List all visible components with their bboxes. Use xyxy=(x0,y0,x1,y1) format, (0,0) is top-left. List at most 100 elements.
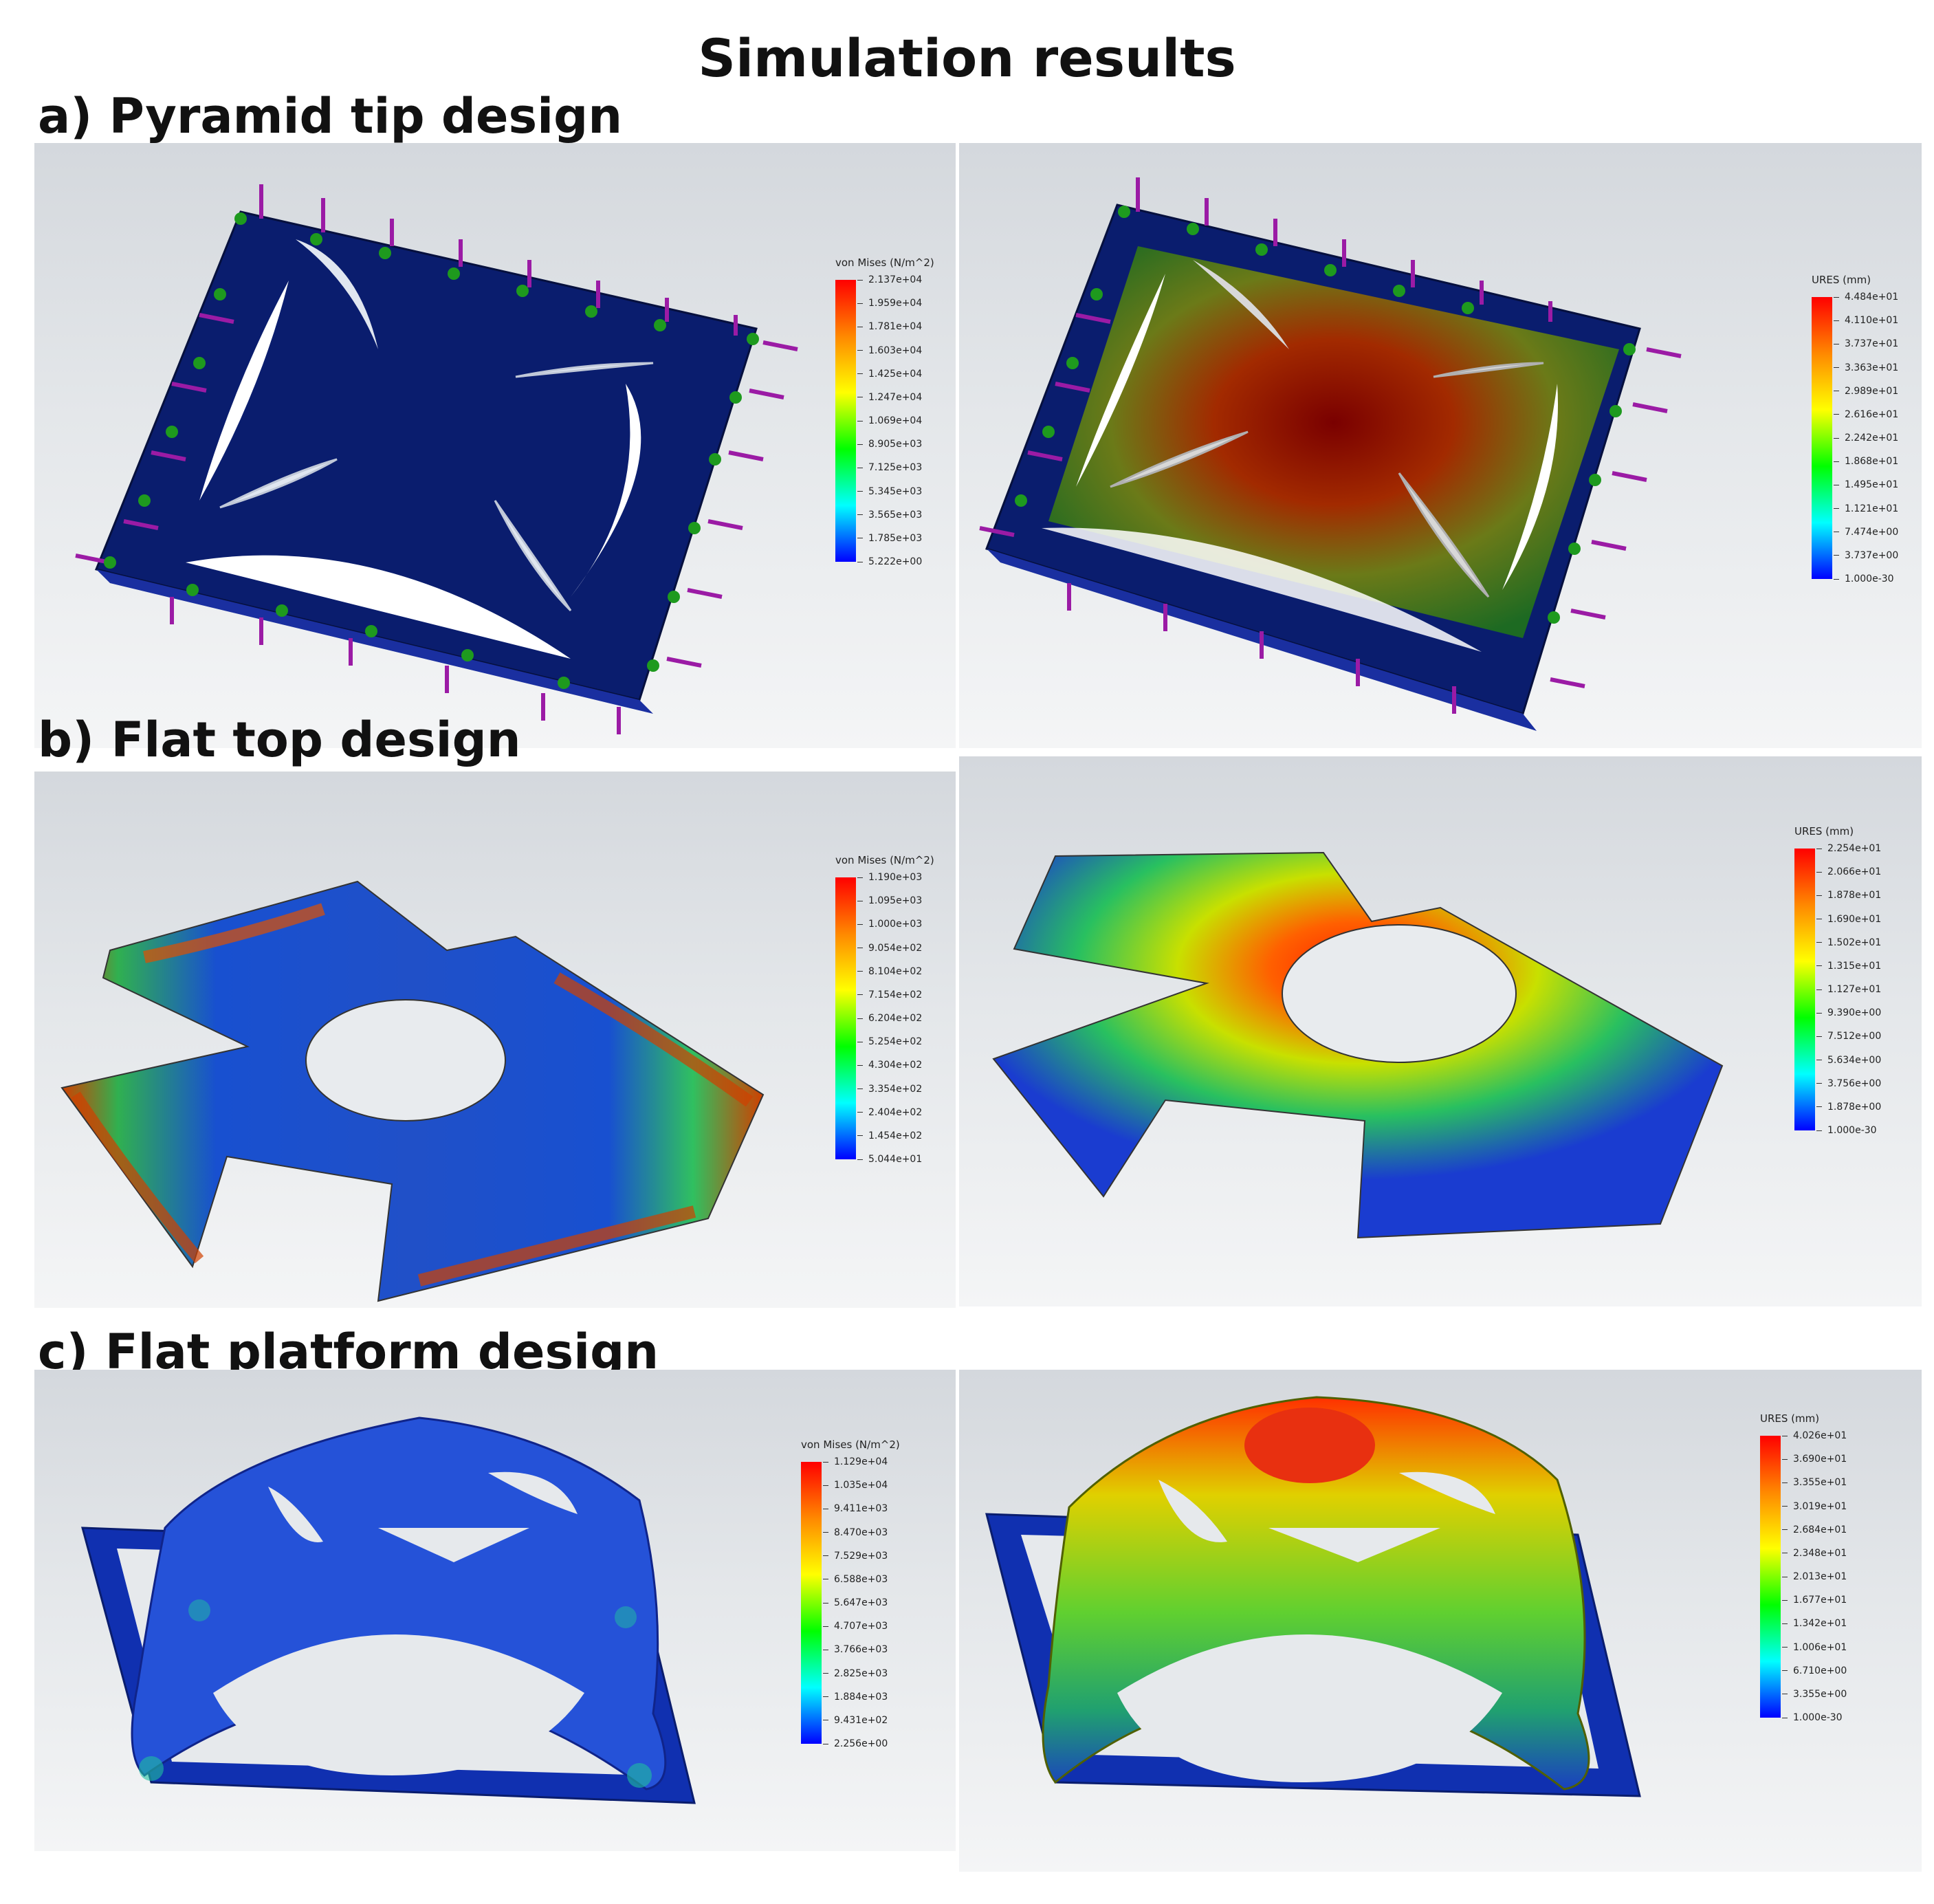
colorbar-tick-label: 5.647e+03 xyxy=(823,1596,926,1610)
flat-platform-displacement-model xyxy=(985,1396,1641,1797)
colorbar-tick-label: 2.254e+01 xyxy=(1816,842,1920,855)
legend-title: von Mises (N/m^2) xyxy=(835,256,934,269)
colorbar-tick-label: 6.204e+02 xyxy=(857,1011,956,1025)
colorbar-tick-label: 2.066e+01 xyxy=(1816,865,1920,879)
colorbar xyxy=(1812,297,1832,579)
section-label-a: a) Pyramid tip design xyxy=(38,88,623,144)
colorbar-tick-label: 1.035e+04 xyxy=(823,1478,926,1492)
colorbar-tick-label: 3.355e+01 xyxy=(1782,1476,1885,1489)
colorbar-tick-label: 5.254e+02 xyxy=(857,1035,956,1049)
colorbar-tick-label: 1.190e+03 xyxy=(857,871,956,884)
colorbar-tick-label: 2.256e+00 xyxy=(823,1737,926,1751)
panel-b-stress: von Mises (N/m^2) 1.190e+03 1.095e+03 1.00… xyxy=(34,772,956,1308)
figure-title: Simulation results xyxy=(698,28,1236,89)
legend-title: URES (mm) xyxy=(1794,825,1854,838)
flat-top-stress-model xyxy=(61,880,765,1302)
flat-platform-stress-model xyxy=(81,1416,696,1804)
colorbar-tick-label: 3.690e+01 xyxy=(1782,1452,1885,1466)
colorbar-tick-label: 1.878e+00 xyxy=(1816,1100,1920,1114)
colorbar-tick-label: 3.737e+01 xyxy=(1834,337,1922,351)
colorbar-tick-label: 1.495e+01 xyxy=(1834,478,1922,492)
colorbar-tick-label: 3.737e+00 xyxy=(1834,549,1922,562)
panel-a-stress: von Mises (N/m^2) 2.137e+04 1.959e+04 1.78… xyxy=(34,143,956,748)
colorbar-tick-label: 4.026e+01 xyxy=(1782,1429,1885,1443)
colorbar-tick-label: 2.137e+04 xyxy=(857,273,956,287)
colorbar-tick-label: 2.404e+02 xyxy=(857,1106,956,1119)
colorbar-tick-label: 1.781e+04 xyxy=(857,320,956,333)
colorbar-tick-label: 1.121e+01 xyxy=(1834,502,1922,516)
flat-top-displacement-model xyxy=(992,851,1724,1239)
colorbar-tick-label: 1.454e+02 xyxy=(857,1129,956,1143)
colorbar-tick-label: 1.603e+04 xyxy=(857,344,956,358)
colorbar-tick-label: 1.690e+01 xyxy=(1816,912,1920,926)
colorbar-tick-label: 7.154e+02 xyxy=(857,988,956,1002)
colorbar-tick-label: 9.431e+02 xyxy=(823,1714,926,1727)
legend-title: URES (mm) xyxy=(1812,274,1871,286)
panel-c-stress: von Mises (N/m^2) 1.129e+04 1.035e+04 9.41… xyxy=(34,1370,956,1851)
colorbar xyxy=(801,1462,822,1744)
colorbar-tick-label: 1.342e+01 xyxy=(1782,1617,1885,1630)
colorbar xyxy=(835,877,856,1159)
colorbar-tick-label: 4.304e+02 xyxy=(857,1058,956,1072)
colorbar-tick-label: 3.363e+01 xyxy=(1834,361,1922,375)
pyramid-displacement-model xyxy=(979,177,1682,731)
legend-title: von Mises (N/m^2) xyxy=(835,854,934,866)
colorbar xyxy=(1760,1436,1781,1718)
colorbar-tick-label: 6.710e+00 xyxy=(1782,1664,1885,1678)
colorbar-tick-label: 2.013e+01 xyxy=(1782,1570,1885,1584)
colorbar-tick-label: 3.756e+00 xyxy=(1816,1077,1920,1091)
colorbar-tick-label: 1.000e-30 xyxy=(1816,1124,1920,1137)
colorbar-tick-label: 1.315e+01 xyxy=(1816,959,1920,973)
section-label-b: b) Flat top design xyxy=(38,712,521,768)
colorbar-tick-label: 2.616e+01 xyxy=(1834,408,1922,422)
colorbar-tick-label: 2.825e+03 xyxy=(823,1667,926,1681)
colorbar-tick-label: 1.000e-30 xyxy=(1834,572,1922,586)
colorbar-tick-label: 1.127e+01 xyxy=(1816,983,1920,996)
colorbar-tick-label: 3.355e+00 xyxy=(1782,1687,1885,1701)
colorbar-tick-label: 4.110e+01 xyxy=(1834,314,1922,327)
colorbar-tick-label: 5.345e+03 xyxy=(857,485,956,499)
colorbar-tick-label: 5.634e+00 xyxy=(1816,1053,1920,1067)
colorbar-tick-label: 8.905e+03 xyxy=(857,437,956,451)
colorbar-tick-label: 9.054e+02 xyxy=(857,941,956,955)
colorbar-tick-label: 1.129e+04 xyxy=(823,1455,926,1469)
colorbar-tick-label: 3.354e+02 xyxy=(857,1082,956,1096)
colorbar-tick-label: 3.565e+03 xyxy=(857,508,956,522)
colorbar-tick-label: 7.474e+00 xyxy=(1834,525,1922,539)
colorbar-tick-label: 4.707e+03 xyxy=(823,1619,926,1633)
colorbar-tick-label: 5.222e+00 xyxy=(857,555,956,569)
colorbar-tick-label: 8.104e+02 xyxy=(857,965,956,978)
panel-a-displacement: URES (mm) 4.484e+01 4.110e+01 3.737e+01 3.3… xyxy=(959,143,1922,748)
pyramid-stress-model xyxy=(75,184,798,734)
colorbar-tick-label: 2.348e+01 xyxy=(1782,1546,1885,1560)
colorbar xyxy=(1794,849,1815,1130)
panel-c-displacement: URES (mm) 4.026e+01 3.690e+01 3.355e+01 3.0… xyxy=(959,1370,1922,1872)
colorbar-tick-label: 2.242e+01 xyxy=(1834,431,1922,445)
panel-b-displacement: URES (mm) 2.254e+01 2.066e+01 1.878e+01 1.6… xyxy=(959,756,1922,1306)
colorbar-tick-label: 7.512e+00 xyxy=(1816,1029,1920,1043)
colorbar-tick-label: 1.677e+01 xyxy=(1782,1593,1885,1607)
colorbar-tick-label: 1.959e+04 xyxy=(857,296,956,310)
colorbar-tick-label: 1.868e+01 xyxy=(1834,455,1922,468)
colorbar xyxy=(835,280,856,562)
colorbar-tick-label: 8.470e+03 xyxy=(823,1526,926,1540)
colorbar-tick-label: 1.000e-30 xyxy=(1782,1711,1885,1725)
colorbar-tick-label: 7.125e+03 xyxy=(857,461,956,474)
colorbar-tick-label: 9.390e+00 xyxy=(1816,1006,1920,1020)
colorbar-tick-label: 3.019e+01 xyxy=(1782,1500,1885,1513)
colorbar-tick-label: 2.684e+01 xyxy=(1782,1523,1885,1537)
colorbar-tick-label: 3.766e+03 xyxy=(823,1643,926,1656)
colorbar-tick-label: 1.425e+04 xyxy=(857,367,956,381)
colorbar-tick-label: 4.484e+01 xyxy=(1834,290,1922,304)
legend-title: URES (mm) xyxy=(1760,1412,1820,1425)
colorbar-tick-label: 1.069e+04 xyxy=(857,414,956,428)
colorbar-tick-label: 1.000e+03 xyxy=(857,917,956,931)
colorbar-tick-label: 1.884e+03 xyxy=(823,1690,926,1704)
colorbar-tick-label: 5.044e+01 xyxy=(857,1152,956,1166)
colorbar-tick-label: 9.411e+03 xyxy=(823,1502,926,1515)
colorbar-tick-label: 1.095e+03 xyxy=(857,894,956,908)
colorbar-tick-label: 2.989e+01 xyxy=(1834,384,1922,398)
colorbar-tick-label: 1.785e+03 xyxy=(857,532,956,545)
colorbar-tick-label: 1.006e+01 xyxy=(1782,1641,1885,1654)
colorbar-tick-label: 1.247e+04 xyxy=(857,391,956,404)
